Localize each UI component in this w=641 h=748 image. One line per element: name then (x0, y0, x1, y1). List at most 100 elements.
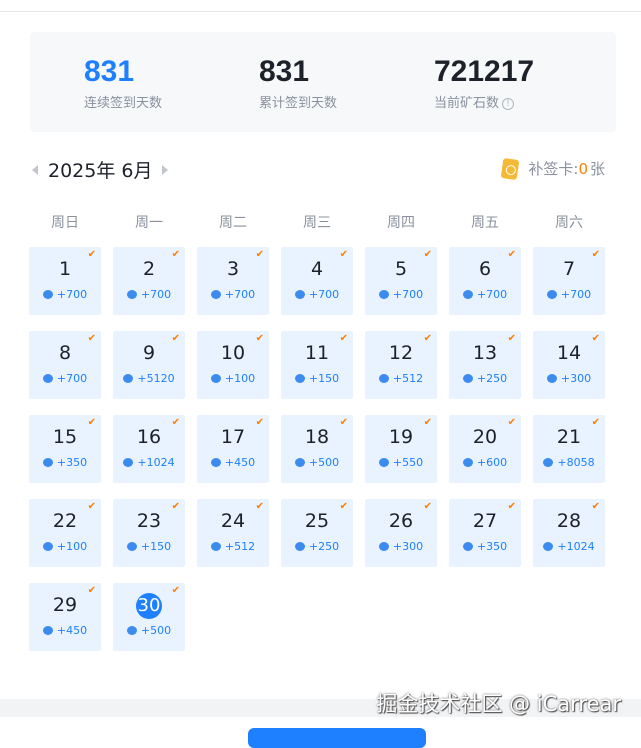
calendar-day[interactable]: 9 ✔ +5120 (113, 331, 185, 399)
calendar-day[interactable]: 20 ✔ +600 (449, 415, 521, 483)
calendar-day[interactable]: 28 ✔ +1024 (533, 499, 605, 567)
checked-icon: ✔ (339, 333, 348, 344)
day-reward: +450 (56, 624, 88, 637)
makeup-label: 补签卡: (528, 160, 579, 178)
day-reward: +100 (224, 372, 256, 385)
calendar-day[interactable]: 14 ✔ +300 (533, 331, 605, 399)
day-reward: +550 (392, 456, 424, 469)
checked-icon: ✔ (507, 417, 516, 428)
ore-value: 721217 (434, 55, 535, 88)
day-reward: +700 (56, 288, 88, 301)
stats-panel: 831 连续签到天数 831 累计签到天数 721217 当前矿石数! (30, 32, 616, 132)
day-number: 1 (58, 258, 72, 280)
day-reward: +5120 (137, 372, 175, 385)
day-reward: +100 (56, 540, 88, 553)
calendar-day[interactable]: 12 ✔ +512 (365, 331, 437, 399)
checked-icon: ✔ (591, 417, 600, 428)
month-nav: 2025年 6月 (32, 156, 169, 183)
calendar-day[interactable]: 5 ✔ +700 (365, 247, 437, 315)
makeup-card-icon (501, 157, 520, 180)
checked-icon: ✔ (591, 333, 600, 344)
calendar-day[interactable]: 6 ✔ +700 (449, 247, 521, 315)
weekday-header: 周日 (51, 215, 79, 231)
day-reward: +300 (392, 540, 424, 553)
calendar-day[interactable]: 29 ✔ +450 (29, 583, 101, 651)
day-number: 6 (478, 258, 492, 280)
checked-icon: ✔ (423, 417, 432, 428)
day-reward: +700 (56, 372, 88, 385)
day-reward: +600 (476, 456, 508, 469)
calendar-day[interactable]: 11 ✔ +150 (281, 331, 353, 399)
calendar-day[interactable]: 13 ✔ +250 (449, 331, 521, 399)
day-number: 8 (58, 342, 72, 364)
calendar-day[interactable]: 25 ✔ +250 (281, 499, 353, 567)
day-reward: +700 (560, 288, 592, 301)
ore-icon (42, 458, 53, 467)
calendar-day[interactable]: 30 ✔ +500 (113, 583, 185, 651)
calendar-day[interactable]: 21 ✔ +8058 (533, 415, 605, 483)
checked-icon: ✔ (255, 501, 264, 512)
ore-icon (294, 290, 305, 299)
day-reward: +700 (476, 288, 508, 301)
calendar-day[interactable]: 3 ✔ +700 (197, 247, 269, 315)
ore-icon (294, 374, 305, 383)
checked-icon: ✔ (171, 333, 180, 344)
section-divider (0, 699, 641, 717)
checked-icon: ✔ (423, 501, 432, 512)
day-reward: +300 (560, 372, 592, 385)
total-days-label: 累计签到天数 (259, 96, 338, 111)
calendar-day[interactable]: 17 ✔ +450 (197, 415, 269, 483)
ore-icon (42, 374, 53, 383)
day-number: 11 (304, 342, 330, 364)
calendar-day[interactable]: 10 ✔ +100 (197, 331, 269, 399)
calendar-day[interactable]: 15 ✔ +350 (29, 415, 101, 483)
checked-icon: ✔ (87, 333, 96, 344)
checked-icon: ✔ (171, 417, 180, 428)
calendar-day[interactable]: 16 ✔ +1024 (113, 415, 185, 483)
ore-icon (42, 626, 53, 635)
weekday-header: 周六 (555, 215, 583, 231)
calendar-day[interactable]: 2 ✔ +700 (113, 247, 185, 315)
total-days-stat: 831 累计签到天数 (259, 54, 337, 111)
day-number: 9 (142, 342, 156, 364)
day-number: 4 (310, 258, 324, 280)
calendar-day[interactable]: 27 ✔ +350 (449, 499, 521, 567)
total-days-value: 831 (259, 55, 310, 88)
checked-icon: ✔ (423, 249, 432, 260)
checked-icon: ✔ (507, 501, 516, 512)
prev-month-icon[interactable] (32, 164, 38, 175)
watermark: 掘金技术社区 @ iCarrear (376, 692, 621, 716)
day-number: 26 (388, 510, 414, 532)
calendar-day[interactable]: 24 ✔ +512 (197, 499, 269, 567)
ore-icon (543, 458, 554, 467)
ore-icon (126, 290, 137, 299)
calendar-day[interactable]: 4 ✔ +700 (281, 247, 353, 315)
ore-icon (378, 458, 389, 467)
ore-icon (294, 458, 305, 467)
day-reward: +700 (392, 288, 424, 301)
calendar-day[interactable]: 18 ✔ +500 (281, 415, 353, 483)
day-number: 14 (556, 342, 582, 364)
info-circle-icon[interactable]: ! (502, 97, 515, 110)
checked-icon: ✔ (87, 501, 96, 512)
calendar-day[interactable]: 22 ✔ +100 (29, 499, 101, 567)
makeup-card[interactable]: 补签卡: 0 张 (501, 157, 605, 180)
day-reward: +1024 (137, 456, 175, 469)
calendar-day[interactable]: 1 ✔ +700 (29, 247, 101, 315)
action-button[interactable] (248, 728, 426, 748)
calendar-day[interactable]: 23 ✔ +150 (113, 499, 185, 567)
day-number: 3 (226, 258, 240, 280)
calendar-day[interactable]: 7 ✔ +700 (533, 247, 605, 315)
calendar-day[interactable]: 26 ✔ +300 (365, 499, 437, 567)
checked-icon: ✔ (423, 333, 432, 344)
day-reward: +700 (140, 288, 172, 301)
calendar-day[interactable]: 8 ✔ +700 (29, 331, 101, 399)
checked-icon: ✔ (255, 417, 264, 428)
calendar-day[interactable]: 19 ✔ +550 (365, 415, 437, 483)
consecutive-days-value: 831 (84, 55, 135, 88)
ore-icon (546, 290, 557, 299)
next-month-icon[interactable] (162, 164, 169, 175)
day-number: 22 (52, 510, 78, 532)
day-number: 13 (472, 342, 498, 364)
checked-icon: ✔ (339, 417, 348, 428)
